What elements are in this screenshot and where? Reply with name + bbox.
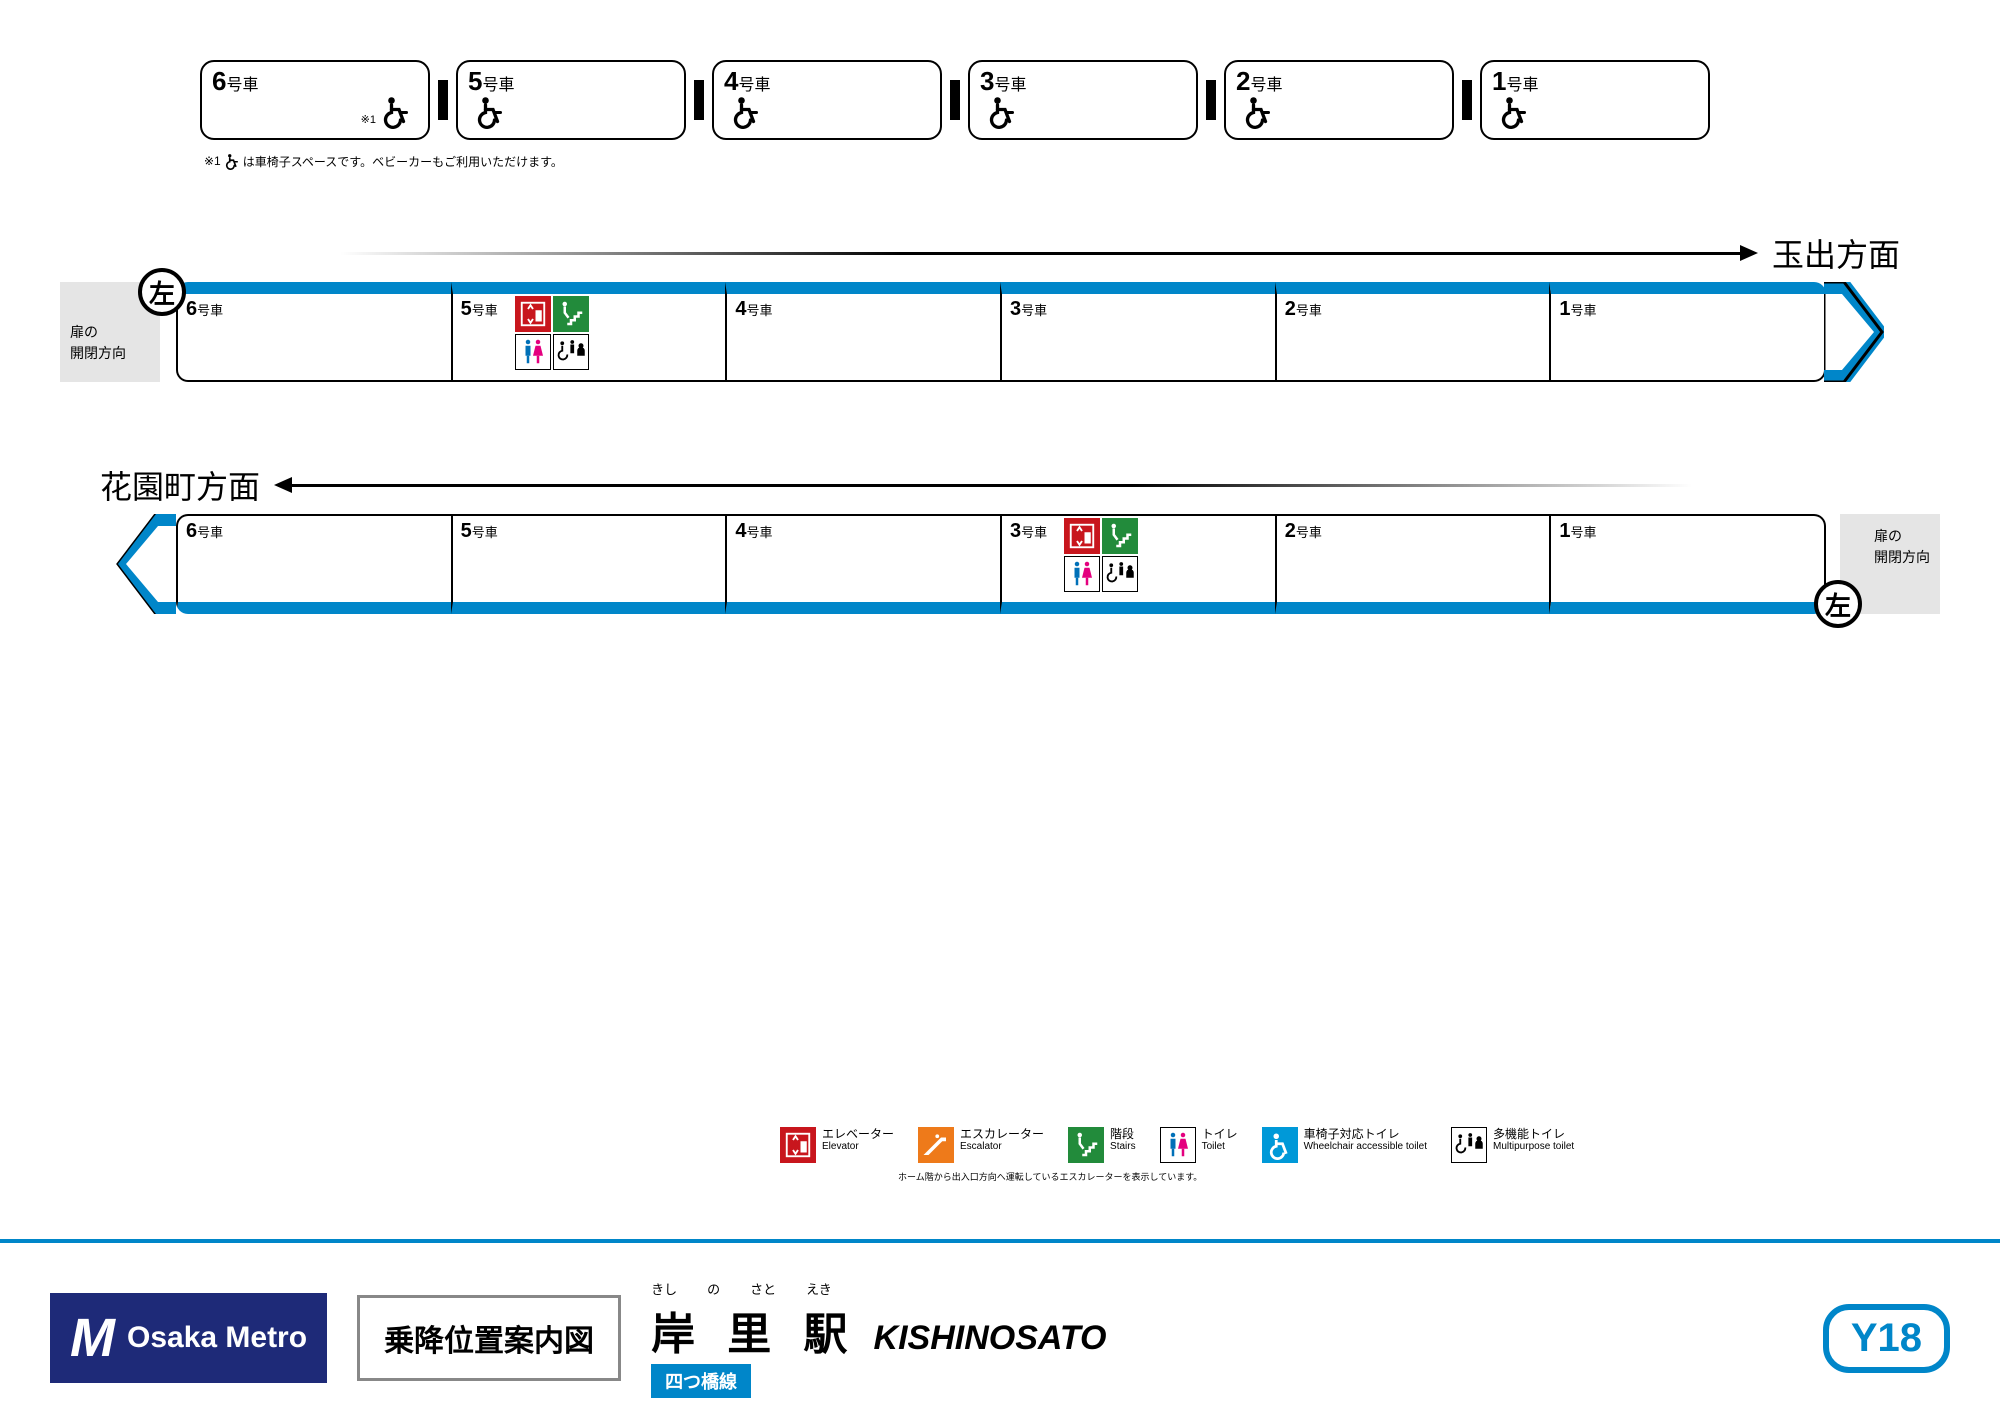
pcar-3: 3号車 xyxy=(1000,514,1277,614)
door-direction-label: 扉の 開閉方向 xyxy=(1874,526,1930,568)
pcar-6: 6号車 xyxy=(176,514,453,614)
multi-toilet-icon xyxy=(1102,556,1138,592)
station-name-en: KISHINOSATO xyxy=(874,1319,1107,1358)
door-direction-label: 扉の 開閉方向 xyxy=(70,322,126,364)
multi-toilet-icon xyxy=(553,334,589,370)
facility-icons xyxy=(515,296,635,370)
stairs-icon xyxy=(1102,518,1138,554)
toilet-icon xyxy=(1064,556,1100,592)
pcar-2: 2号車 xyxy=(1275,514,1552,614)
legend-multi: 多機能トイレMultipurpose toilet xyxy=(1451,1127,1574,1163)
elevator-icon xyxy=(515,296,551,332)
legend-stairs: 階段Stairs xyxy=(1068,1127,1136,1163)
left-badge: 左 xyxy=(138,268,186,316)
train-car-1: 1号車 xyxy=(1480,60,1710,140)
footer: M Osaka Metro 乗降位置案内図 きし の さと えき 岸 里 駅 K… xyxy=(0,1263,2000,1413)
pcar-1: 1号車 xyxy=(1549,514,1826,614)
wheelchair-icon xyxy=(1240,93,1276,134)
pcar-2: 2号車 xyxy=(1275,282,1552,382)
train-car-6: 6号車 ※1 xyxy=(200,60,430,140)
osaka-metro-logo: M Osaka Metro xyxy=(50,1293,327,1383)
platform-1: 扉の 開閉方向 左 6号車 5号車 4号車 3号車 2号車 1号車 xyxy=(100,282,1900,382)
wheelchair-icon xyxy=(472,93,508,134)
station-code: Y18 xyxy=(1823,1304,1950,1373)
pcar-3: 3号車 xyxy=(1000,282,1277,382)
legend-escalator: エスカレーターEscalator xyxy=(918,1127,1044,1163)
line-badge: 四つ橋線 xyxy=(651,1364,751,1398)
direction-tamade: 玉出方面 xyxy=(100,230,1900,276)
wheelchair-icon xyxy=(728,93,764,134)
pcar-6: 6号車 xyxy=(176,282,453,382)
legend-elevator: エレベーターElevator xyxy=(780,1127,894,1163)
train-car-4: 4号車 xyxy=(712,60,942,140)
metro-m-icon: M xyxy=(70,1307,115,1369)
legend-wc-toilet: 車椅子対応トイレWheelchair accessible toilet xyxy=(1262,1127,1427,1163)
footer-divider xyxy=(0,1239,2000,1243)
legend: エレベーターElevator エスカレーターEscalator 階段Stairs… xyxy=(780,1127,1574,1163)
legend-toilet: トイレToilet xyxy=(1160,1127,1238,1163)
legend-note: ホーム階から出入口方向へ運転しているエスカレーターを表示しています。 xyxy=(898,1170,1202,1183)
platform-2: 扉の 開閉方向 左 6号車 5号車 4号車 3号車 2号車 1号車 xyxy=(100,514,1900,614)
stairs-icon xyxy=(553,296,589,332)
toilet-icon xyxy=(515,334,551,370)
top-train-row: 6号車 ※1 5号車 4号車 3号車 2号車 1号車 xyxy=(200,60,1900,140)
pcar-5: 5号車 xyxy=(451,514,728,614)
pcar-4: 4号車 xyxy=(725,282,1002,382)
station-name-jp: 岸 里 駅 xyxy=(651,1298,857,1362)
wheelchair-icon xyxy=(1496,93,1532,134)
elevator-icon xyxy=(1064,518,1100,554)
pcar-1: 1号車 xyxy=(1549,282,1826,382)
direction-hanazonocho: 花園町方面 xyxy=(100,462,1900,508)
footnote: ※1 は車椅子スペースです。ベビーカーもご利用いただけます。 xyxy=(204,152,1900,170)
pcar-5: 5号車 xyxy=(451,282,728,382)
pcar-4: 4号車 xyxy=(725,514,1002,614)
wheelchair-icon xyxy=(378,93,414,134)
guide-title: 乗降位置案内図 xyxy=(357,1295,621,1381)
left-badge: 左 xyxy=(1814,580,1862,628)
car-num: 6 xyxy=(212,66,226,96)
train-car-3: 3号車 xyxy=(968,60,1198,140)
station-block: きし の さと えき 岸 里 駅 KISHINOSATO 四つ橋線 xyxy=(651,1279,1106,1398)
train-car-2: 2号車 xyxy=(1224,60,1454,140)
train-car-5: 5号車 xyxy=(456,60,686,140)
wheelchair-icon xyxy=(984,93,1020,134)
facility-icons xyxy=(1064,518,1184,592)
